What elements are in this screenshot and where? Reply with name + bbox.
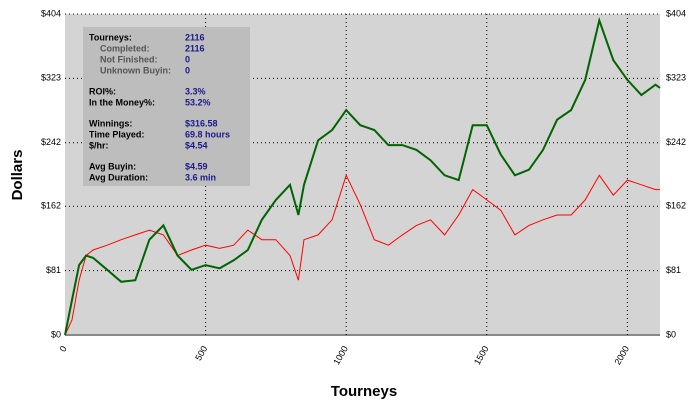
y-tick-label: $162 xyxy=(41,201,61,211)
y-tick-label: $81 xyxy=(46,265,61,275)
y-tick-label: $242 xyxy=(41,137,61,147)
stat-label: Tourneys: xyxy=(89,32,132,42)
y2-tick-label: $162 xyxy=(666,201,686,211)
y2-tick-label: $323 xyxy=(666,73,686,83)
stat-value: 3.6 min xyxy=(185,172,216,182)
x-tick-label: 2000 xyxy=(612,344,631,366)
x-tick-label: 1500 xyxy=(472,344,491,366)
x-tick-label: 0 xyxy=(58,344,69,353)
series-line xyxy=(64,173,660,336)
y2-tick-label: $242 xyxy=(666,137,686,147)
stat-value: 0 xyxy=(185,65,190,75)
stat-value: $4.59 xyxy=(185,161,208,171)
y-tick-label: $0 xyxy=(51,329,61,339)
y2-tick-label: $81 xyxy=(666,265,681,275)
stat-sub-label: Not Finished: xyxy=(100,54,158,64)
stat-value: 69.8 hours xyxy=(185,129,230,139)
stat-label: ROI%: xyxy=(89,86,116,96)
stat-label: Avg Duration: xyxy=(89,172,148,182)
stat-value: $4.54 xyxy=(185,140,208,150)
x-tick-label: 500 xyxy=(193,344,209,362)
stat-value: 2116 xyxy=(185,32,205,42)
stat-value: 2116 xyxy=(185,43,205,53)
y-tick-label: $323 xyxy=(41,73,61,83)
stat-value: $316.58 xyxy=(185,118,218,128)
y2-tick-label: $0 xyxy=(666,329,676,339)
stats-panel xyxy=(83,27,250,186)
stat-value: 53.2% xyxy=(185,97,211,107)
stat-label: Time Played: xyxy=(89,129,144,139)
y-axis-title: Dollars xyxy=(9,150,26,201)
stat-sub-label: Completed: xyxy=(100,43,150,53)
stat-label: Avg Buyin: xyxy=(89,161,136,171)
stat-label: $/hr: xyxy=(89,140,109,150)
y-tick-label: $404 xyxy=(41,8,61,18)
x-tick-label: 1000 xyxy=(331,344,350,366)
series-line xyxy=(64,16,661,336)
stat-value: 3.3% xyxy=(185,86,206,96)
stat-value: 0 xyxy=(185,54,190,64)
stat-label: In the Money%: xyxy=(89,97,155,107)
stat-sub-label: Unknown Buyin: xyxy=(100,65,171,75)
stat-label: Winnings: xyxy=(89,118,132,128)
x-axis-title: Tourneys xyxy=(331,383,397,400)
y2-tick-label: $404 xyxy=(666,8,686,18)
